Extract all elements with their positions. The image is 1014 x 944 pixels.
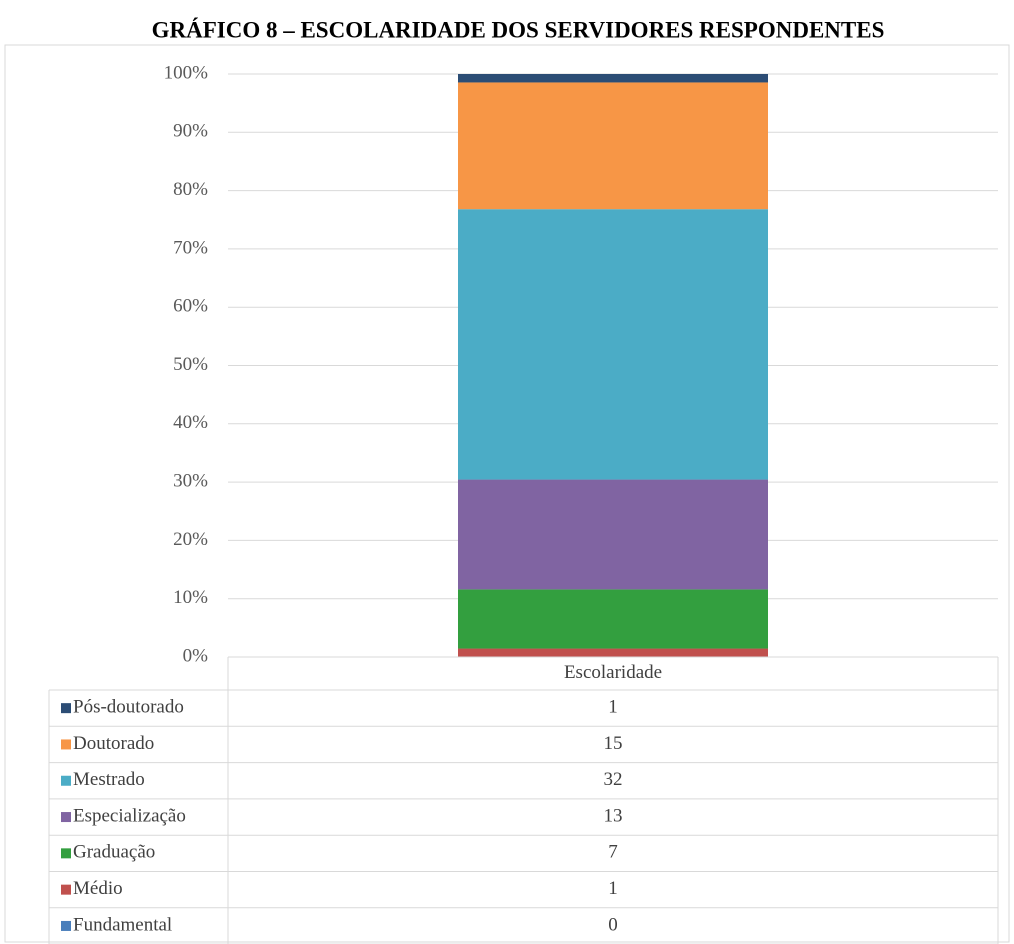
legend-swatch [61, 884, 71, 895]
y-tick-label: 30% [173, 470, 208, 491]
table-value: 32 [604, 769, 623, 790]
bar-segment [458, 589, 768, 649]
x-category-label: Escolaridade [564, 662, 662, 683]
legend-label: Pós-doutorado [73, 697, 184, 718]
y-tick-label: 100% [164, 62, 209, 83]
bar-segment [458, 209, 768, 480]
y-tick-label: 40% [173, 412, 208, 433]
y-tick-label: 50% [173, 354, 208, 375]
table-value: 0 [608, 914, 618, 935]
legend-swatch [61, 775, 71, 786]
legend-swatch [61, 739, 71, 750]
y-tick-label: 70% [173, 237, 208, 258]
y-tick-label: 60% [173, 296, 208, 317]
y-tick-label: 0% [183, 645, 209, 666]
y-tick-label: 80% [173, 179, 208, 200]
y-tick-label: 10% [173, 587, 208, 608]
legend-label: Fundamental [73, 914, 172, 935]
chart-border [4, 44, 1010, 943]
legend-label: Mestrado [73, 769, 145, 790]
legend-label: Especialização [73, 805, 186, 826]
table-value: 15 [604, 733, 623, 754]
legend-swatch [61, 920, 71, 931]
table-value: 7 [608, 842, 618, 863]
bar-segment [458, 82, 768, 210]
y-tick-label: 90% [173, 121, 208, 142]
legend-swatch [61, 703, 71, 714]
legend-swatch [61, 848, 71, 859]
legend-swatch [61, 812, 71, 823]
legend-label: Graduação [73, 842, 155, 863]
bar-segment [458, 648, 768, 657]
table-value: 1 [608, 697, 618, 718]
bar-segment [458, 479, 768, 590]
legend-label: Doutorado [73, 733, 154, 754]
table-value: 1 [608, 878, 618, 899]
table-value: 13 [604, 805, 623, 826]
chart-title: GRÁFICO 8 – ESCOLARIDADE DOS SERVIDORES … [152, 17, 885, 42]
bar-segment [458, 74, 768, 83]
legend-label: Médio [73, 878, 123, 899]
y-tick-label: 20% [173, 529, 208, 550]
